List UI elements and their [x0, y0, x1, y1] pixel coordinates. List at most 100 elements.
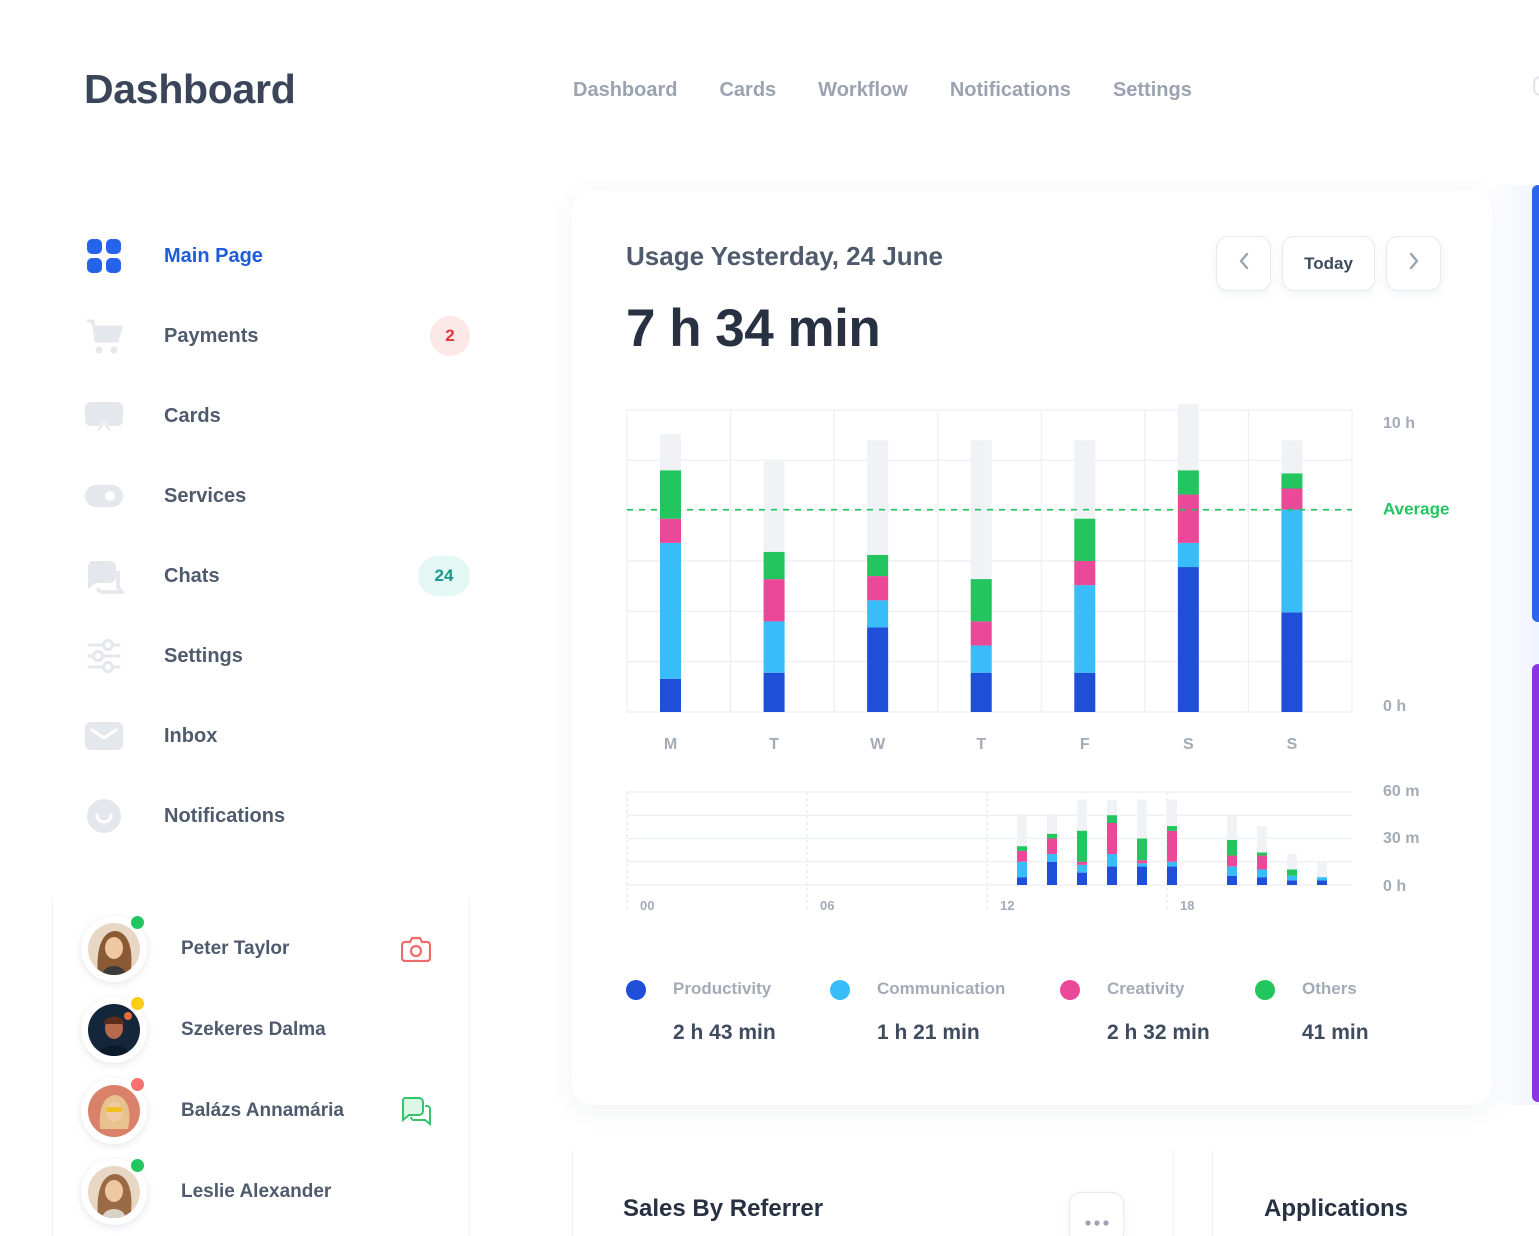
chat-icon[interactable]: [399, 1094, 433, 1128]
avatar: [81, 916, 147, 982]
sidebar-item-payments[interactable]: Payments 2: [84, 311, 474, 361]
contact-row[interactable]: Szekeres Dalma: [79, 995, 459, 1065]
sidebar-item-inbox[interactable]: Inbox: [84, 711, 474, 761]
bar-segment-productivity: [970, 672, 992, 712]
y-tick-label: 0 h: [1383, 878, 1406, 895]
applications-card: [1212, 1150, 1539, 1236]
bar-segment-productivity: [867, 627, 889, 712]
chat-icon: [84, 556, 124, 596]
legend-dot: [830, 980, 850, 1000]
bar-segment-creativity: [660, 518, 681, 543]
legend-value: 2 h 32 min: [1107, 1021, 1210, 1044]
hour-bar-segment-creativity: [1257, 855, 1267, 870]
hour-bar-segment-communication: [1287, 875, 1297, 881]
nav-workflow[interactable]: Workflow: [818, 79, 908, 101]
bar-segment-productivity: [660, 678, 681, 712]
usage-title: Usage Yesterday, 24 June: [626, 241, 944, 271]
hour-bar-segment-creativity: [1047, 838, 1057, 854]
bar-segment-creativity: [1074, 561, 1096, 586]
payments-badge: 2: [430, 316, 470, 356]
legend-productivity: Productivity 2 h 43 min: [626, 975, 806, 1055]
hour-bar-segment-productivity: [1287, 880, 1297, 885]
hour-bar-segment-creativity: [1227, 855, 1237, 867]
sidebar-item-chats[interactable]: Chats 24: [84, 551, 474, 601]
previous-day-button[interactable]: [1216, 236, 1271, 291]
nav-dashboard[interactable]: Dashboard: [573, 79, 678, 101]
hour-bar-segment-creativity: [1167, 830, 1177, 862]
legend-dot: [1255, 980, 1275, 1000]
x-tick-label: S: [1183, 736, 1194, 753]
y-tick-label: 10 h: [1383, 415, 1415, 432]
hour-bar-segment-productivity: [1017, 877, 1027, 885]
next-day-button[interactable]: [1386, 236, 1441, 291]
bar-segment-communication: [1281, 509, 1303, 613]
hour-bar-segment-others: [1137, 838, 1147, 861]
hour-bar-segment-communication: [1257, 869, 1267, 878]
hour-bar-segment-others: [1017, 846, 1027, 851]
today-button[interactable]: Today: [1282, 236, 1375, 291]
x-tick-label: F: [1080, 736, 1090, 753]
sidebar-item-settings[interactable]: Settings: [84, 631, 474, 681]
top-nav: Dashboard Cards Workflow Notifications S…: [573, 79, 1234, 102]
sidebar-item-notifications[interactable]: Notifications: [84, 791, 474, 841]
status-dot: [129, 995, 146, 1012]
sidebar-item-main-page[interactable]: Main Page: [84, 231, 474, 281]
x-tick-label: 00: [640, 898, 654, 913]
hour-bar-segment-productivity: [1107, 866, 1117, 885]
sidebar-item-label: Inbox: [164, 724, 218, 747]
applications-title: Applications: [1264, 1195, 1409, 1222]
contact-row[interactable]: Leslie Alexander: [79, 1157, 459, 1227]
hour-bar-segment-communication: [1077, 864, 1087, 873]
side-card-purple[interactable]: [1532, 664, 1539, 1102]
sales-card: [572, 1150, 1174, 1236]
hour-bar-segment-productivity: [1047, 861, 1057, 885]
sidebar-item-label: Services: [164, 484, 247, 507]
hour-bar-capacity: [1317, 861, 1327, 885]
bar-segment-communication: [1177, 542, 1199, 568]
bar-segment-others: [867, 554, 889, 577]
sidebar-item-cards[interactable]: Cards: [84, 391, 474, 441]
bar-segment-productivity: [1074, 672, 1096, 712]
sliders-icon: [84, 636, 124, 676]
x-tick-label: W: [870, 736, 886, 753]
hour-bar-segment-communication: [1227, 866, 1237, 876]
hour-bar-segment-others: [1167, 826, 1177, 831]
x-tick-label: T: [976, 736, 986, 753]
sidebar-item-label: Cards: [164, 404, 221, 427]
hour-bar-segment-productivity: [1077, 872, 1087, 885]
nav-settings[interactable]: Settings: [1112, 79, 1192, 101]
contact-name: Peter Taylor: [181, 938, 290, 959]
average-label: Average: [1383, 500, 1449, 519]
legend-creativity: Creativity 2 h 32 min: [1060, 975, 1240, 1055]
side-card-blue[interactable]: [1532, 185, 1539, 622]
camera-icon[interactable]: [399, 932, 433, 966]
profile-ring[interactable]: [1533, 76, 1539, 96]
nav-notifications[interactable]: Notifications: [949, 79, 1071, 101]
avatar: [81, 1159, 147, 1225]
legend-dot: [1060, 980, 1080, 1000]
legend-value: 41 min: [1302, 1021, 1369, 1044]
x-tick-label: T: [769, 736, 779, 753]
x-tick-label: M: [664, 736, 677, 753]
bar-segment-others: [1281, 473, 1303, 489]
sidebar-item-services[interactable]: Services: [84, 471, 474, 521]
bar-segment-communication: [660, 542, 681, 679]
legend-label: Creativity: [1107, 979, 1185, 998]
contact-name: Balázs Annamária: [181, 1100, 344, 1121]
bar-segment-productivity: [1281, 612, 1303, 712]
nav-cards[interactable]: Cards: [719, 79, 777, 101]
bar-segment-others: [1074, 518, 1096, 561]
y-tick-label: 30 m: [1383, 830, 1419, 847]
bar-segment-others: [970, 579, 992, 622]
hour-bar-segment-productivity: [1317, 880, 1327, 885]
hour-bar-segment-productivity: [1227, 875, 1237, 885]
hour-bar-segment-creativity: [1017, 850, 1027, 862]
contact-row[interactable]: Peter Taylor: [79, 914, 459, 984]
contact-row[interactable]: Balázs Annamária: [79, 1076, 459, 1146]
sidebar-item-label: Settings: [164, 644, 243, 667]
status-dot: [129, 1076, 146, 1093]
smile-icon: [84, 796, 124, 836]
x-tick-label: 18: [1180, 898, 1194, 913]
sidebar-item-label: Main Page: [164, 244, 263, 267]
more-options-button[interactable]: [1069, 1192, 1124, 1236]
